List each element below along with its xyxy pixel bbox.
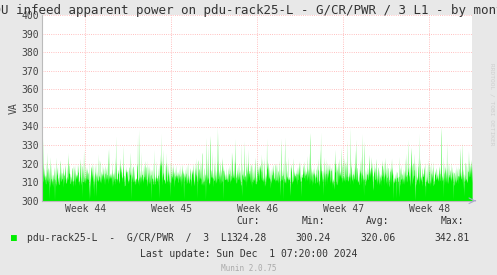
Text: pdu-rack25-L  -  G/CR/PWR  /  3  L1: pdu-rack25-L - G/CR/PWR / 3 L1 xyxy=(27,233,233,243)
Text: Last update: Sun Dec  1 07:20:00 2024: Last update: Sun Dec 1 07:20:00 2024 xyxy=(140,249,357,259)
Text: Max:: Max: xyxy=(440,216,464,226)
Text: Cur:: Cur: xyxy=(237,216,260,226)
Text: Avg:: Avg: xyxy=(366,216,390,226)
Text: RRDTOOL / TOBI OETIKER: RRDTOOL / TOBI OETIKER xyxy=(490,63,495,146)
Text: 324.28: 324.28 xyxy=(231,233,266,243)
Text: Munin 2.0.75: Munin 2.0.75 xyxy=(221,265,276,273)
Text: PDU infeed apparent power on pdu-rack25-L - G/CR/PWR / 3 L1 - by month: PDU infeed apparent power on pdu-rack25-… xyxy=(0,4,497,17)
Y-axis label: VA: VA xyxy=(9,102,19,114)
Text: 320.06: 320.06 xyxy=(360,233,395,243)
Text: 342.81: 342.81 xyxy=(435,233,470,243)
Text: Min:: Min: xyxy=(301,216,325,226)
Text: ■: ■ xyxy=(11,233,17,243)
Text: 300.24: 300.24 xyxy=(296,233,331,243)
